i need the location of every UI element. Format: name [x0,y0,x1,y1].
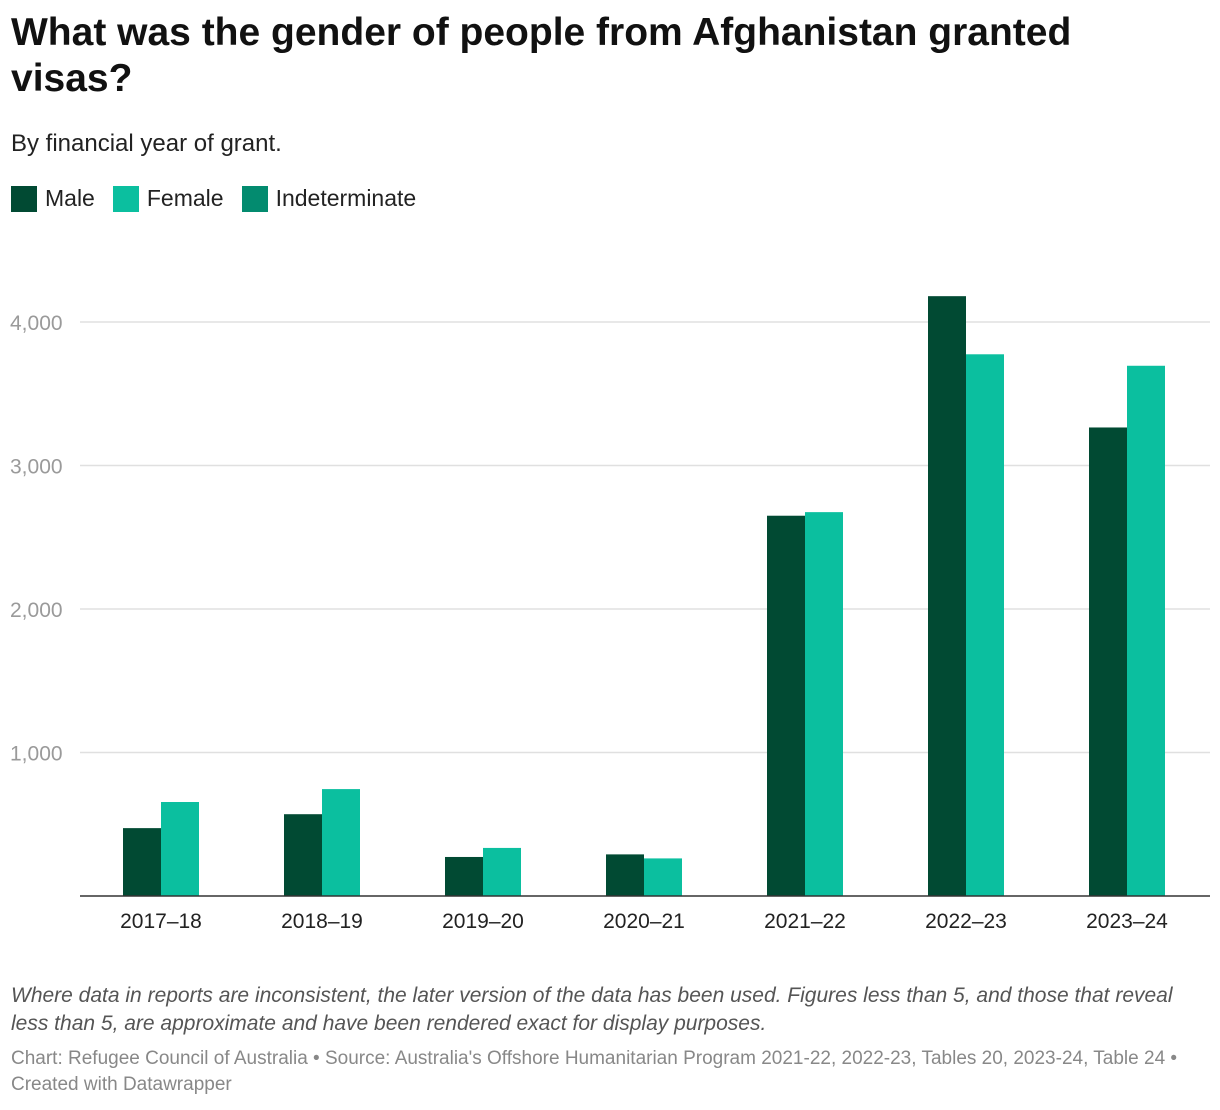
legend: Male Female Indeterminate [11,185,434,212]
bar-male-3 [606,854,644,896]
y-tick-label: 1,000 [10,743,63,766]
bar-male-0 [123,828,161,896]
y-tick-label: 2,000 [10,599,63,622]
y-tick-label: 4,000 [10,312,63,335]
chart-subtitle: By financial year of grant. [11,130,282,157]
x-tick-label: 2020–21 [603,910,685,933]
legend-label-indeterminate: Indeterminate [275,185,417,211]
bar-female-0 [161,802,199,896]
bar-male-1 [284,814,322,896]
y-tick-label: 3,000 [10,456,63,479]
x-tick-label: 2021–22 [764,910,846,933]
chart-title: What was the gender of people from Afgha… [11,11,1072,100]
bar-female-3 [644,858,682,896]
bar-male-2 [445,856,483,896]
bar-female-6 [1127,365,1165,896]
legend-item-indeterminate: Indeterminate [241,185,417,212]
chart-credits: Chart: Refugee Council of Australia • So… [11,1048,1178,1095]
x-tick-label: 2018–19 [281,910,363,933]
bar-female-4 [805,512,843,896]
legend-label-female: Female [146,185,224,211]
legend-swatch-indeterminate [241,185,268,212]
legend-swatch-male [11,185,37,212]
legend-swatch-female [112,185,139,212]
bar-chart: 1,000 2,000 3,000 4,000 2017–18 2018–19 2019–2… [10,296,1210,933]
chart-note: Where data in reports are inconsistent, … [11,984,1173,1035]
x-tick-label: 2017–18 [120,910,202,933]
x-tick-label: 2019–20 [442,910,524,933]
legend-label-male: Male [45,185,95,211]
bar-male-6 [1089,427,1127,896]
bar-male-4 [767,515,805,896]
x-tick-label: 2023–24 [1086,910,1168,933]
bar-male-5 [928,296,966,896]
bar-female-2 [483,847,521,896]
x-tick-label: 2022–23 [925,910,1007,933]
bar-female-5 [966,354,1004,897]
bar-female-1 [322,789,360,896]
legend-item-female: Female [112,185,224,212]
legend-item-male: Male [11,185,95,212]
